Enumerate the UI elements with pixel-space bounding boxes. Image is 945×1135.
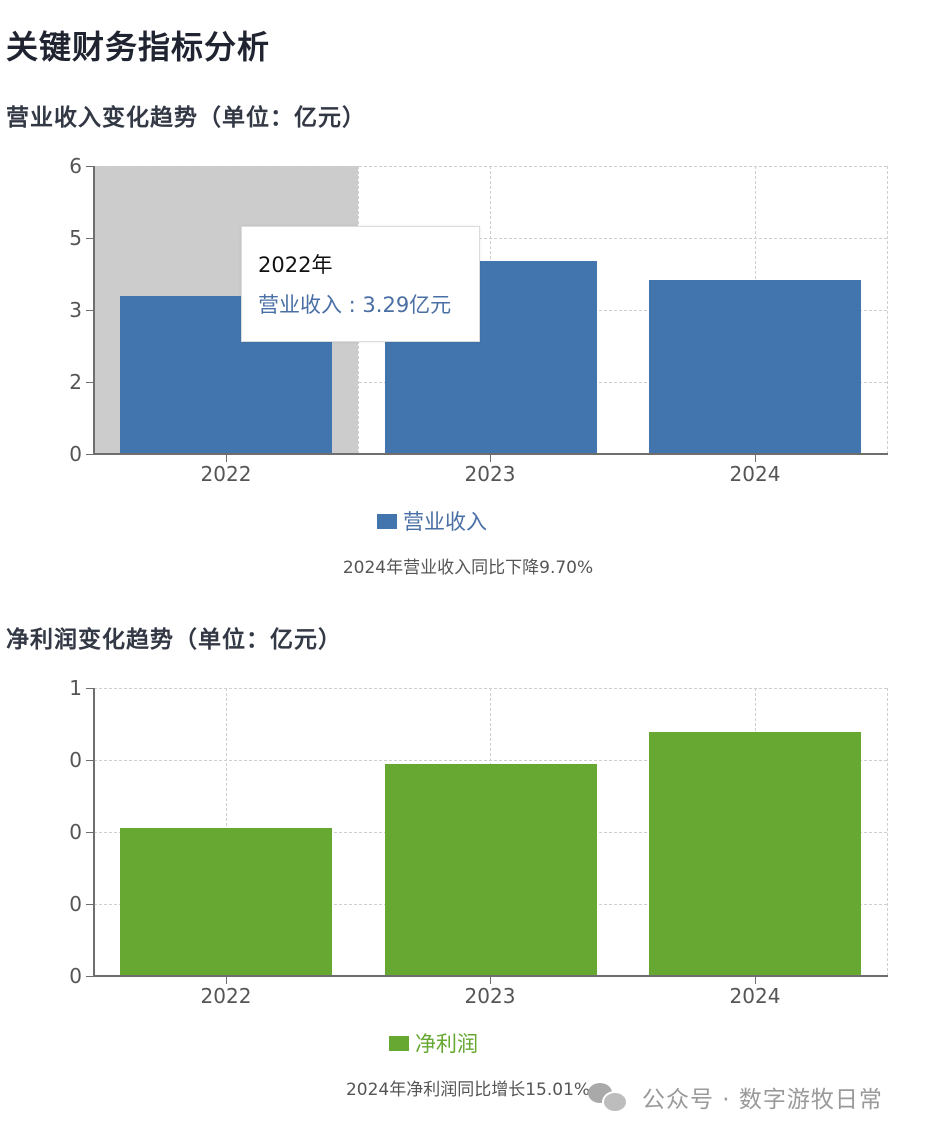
gridline [887,166,888,454]
legend-label: 净利润 [415,1032,478,1056]
y-tick-mark [86,760,94,761]
y-tick-mark [86,832,94,833]
chart-tooltip: 2022年 营业收入 : 3.29亿元 [241,226,480,342]
y-axis [93,166,95,455]
legend-item-profit[interactable]: 净利润 [389,1028,478,1058]
bar-2024[interactable] [649,732,861,976]
revenue-section-title: 营业收入变化趋势（单位：亿元） [6,105,366,131]
legend-swatch [377,513,397,529]
y-tick-label: 2 [69,370,82,394]
page-title: 关键财务指标分析 [6,28,271,66]
x-tick-mark [755,977,756,984]
y-tick-label: 0 [69,442,82,466]
x-tick-label: 2024 [729,984,781,1008]
bar-2023[interactable] [385,764,597,976]
x-tick-label: 2024 [729,462,781,486]
x-tick-label: 2023 [464,462,516,486]
x-tick-mark [226,977,227,984]
x-tick-mark [490,455,491,462]
y-tick-mark [86,904,94,905]
profit-section-title: 净利润变化趋势（单位：亿元） [6,627,342,653]
y-tick-label: 5 [69,226,82,250]
x-axis [93,453,888,455]
y-tick-label: 6 [69,154,82,178]
y-tick-label: 0 [69,964,82,988]
y-tick-label: 0 [69,820,82,844]
y-tick-label: 1 [69,676,82,700]
x-tick-mark [226,455,227,462]
watermark: 公众号 · 数字游牧日常 [586,1080,883,1114]
y-axis [93,688,95,977]
y-tick-label: 0 [69,748,82,772]
tooltip-title: 2022年 [258,253,333,277]
legend-swatch [389,1035,409,1051]
bar-2024[interactable] [649,280,861,454]
y-tick-mark [86,310,94,311]
gridline [887,688,888,976]
x-axis [93,975,888,977]
y-tick-mark [86,976,94,977]
x-tick-mark [755,455,756,462]
wechat-icon [586,1081,630,1113]
revenue-note: 2024年营业收入同比下降9.70% [342,558,594,578]
y-tick-label: 3 [69,298,82,322]
y-tick-mark [86,688,94,689]
y-tick-mark [86,382,94,383]
y-tick-mark [86,238,94,239]
y-tick-mark [86,166,94,167]
legend-label: 营业收入 [403,510,487,534]
legend-item-revenue[interactable]: 营业收入 [377,506,487,536]
x-tick-label: 2022 [200,462,252,486]
y-tick-label: 0 [69,892,82,916]
tooltip-value: 营业收入 : 3.29亿元 [258,293,452,317]
bar-2022[interactable] [120,828,332,976]
x-tick-mark [490,977,491,984]
y-tick-mark [86,454,94,455]
x-tick-label: 2023 [464,984,516,1008]
x-tick-label: 2022 [200,984,252,1008]
profit-note: 2024年净利润同比增长15.01% [345,1080,591,1100]
watermark-text: 公众号 · 数字游牧日常 [642,1087,883,1113]
